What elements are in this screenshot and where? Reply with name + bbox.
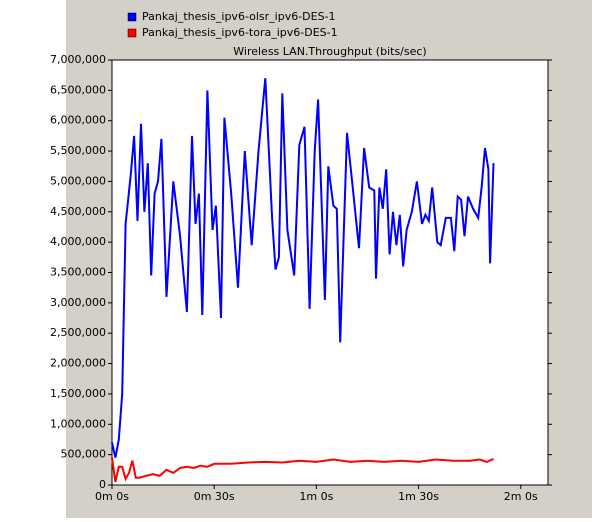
y-tick-label: 2,500,000 [50, 326, 106, 339]
series-line [111, 78, 495, 458]
legend-swatch [127, 28, 137, 38]
y-tick-label: 5,500,000 [50, 144, 106, 157]
x-tick-label: 2m 0s [504, 490, 538, 503]
legend-label: Pankaj_thesis_ipv6-olsr_ipv6-DES-1 [142, 10, 336, 23]
legend-label: Pankaj_thesis_ipv6-tora_ipv6-DES-1 [142, 26, 338, 39]
x-tick-label: 0m 0s [95, 490, 129, 503]
x-tick-label: 1m 30s [398, 490, 439, 503]
plot-area [111, 59, 549, 486]
y-tick-label: 6,000,000 [50, 114, 106, 127]
chart-title: Wireless LAN.Throughput (bits/sec) [233, 45, 426, 58]
y-tick-label: 3,500,000 [50, 266, 106, 279]
x-tick-label: 1m 0s [299, 490, 333, 503]
y-tick-label: 1,000,000 [50, 417, 106, 430]
legend-swatch [127, 12, 137, 22]
y-tick-label: 5,000,000 [50, 174, 106, 187]
y-tick-label: 500,000 [61, 448, 107, 461]
y-tick-label: 4,000,000 [50, 235, 106, 248]
y-tick-label: 0 [99, 478, 106, 491]
y-tick-label: 2,000,000 [50, 357, 106, 370]
y-tick-label: 1,500,000 [50, 387, 106, 400]
series-line [111, 457, 494, 483]
x-tick-label: 0m 30s [194, 490, 235, 503]
y-tick-label: 3,000,000 [50, 296, 106, 309]
y-tick-label: 7,000,000 [50, 53, 106, 66]
y-tick-label: 4,500,000 [50, 205, 106, 218]
y-tick-label: 6,500,000 [50, 83, 106, 96]
